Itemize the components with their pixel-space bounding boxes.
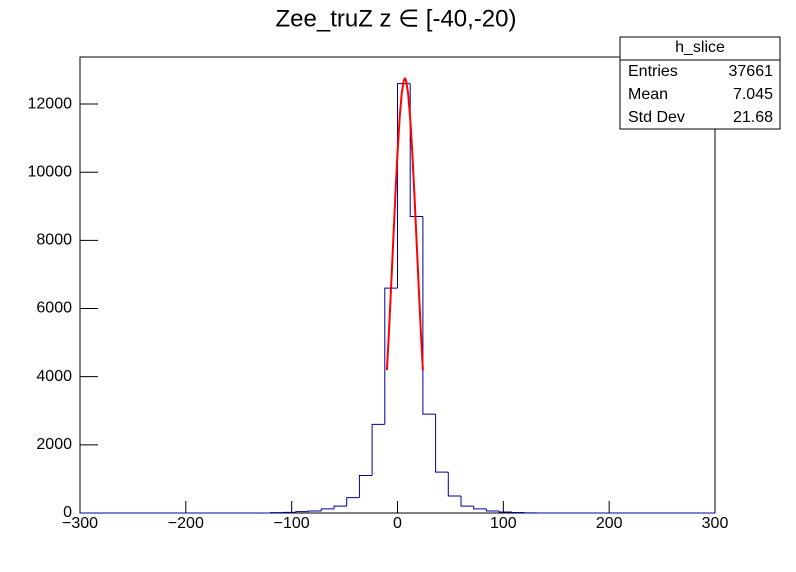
y-tick-label: 0 xyxy=(63,504,72,521)
histogram-bin xyxy=(333,505,347,509)
histogram-bin xyxy=(320,508,334,511)
stats-title: h_slice xyxy=(675,39,725,56)
histogram-bin xyxy=(498,510,512,513)
histogram-bin xyxy=(511,511,525,513)
x-tick-label: 100 xyxy=(490,515,517,532)
fit-curve xyxy=(385,76,424,371)
histogram-bin xyxy=(473,506,487,510)
y-tick-label: 10000 xyxy=(28,163,73,180)
chart-title: Zee_truZ z ∈ [-40,-20) xyxy=(276,5,517,32)
x-tick-label: 300 xyxy=(702,515,729,532)
stats-value: 7.045 xyxy=(733,86,773,103)
stats-label: Entries xyxy=(628,63,678,80)
histogram-bin xyxy=(422,216,436,415)
histogram-bin xyxy=(358,475,373,498)
stats-value: 21.68 xyxy=(733,109,773,126)
y-tick-label: 6000 xyxy=(36,300,72,317)
stats-value: 37661 xyxy=(729,63,774,80)
stats-label: Mean xyxy=(628,86,668,103)
histogram-bin xyxy=(384,287,398,425)
y-tick-label: 2000 xyxy=(36,436,72,453)
histogram-bin xyxy=(485,508,500,512)
histogram-bin xyxy=(460,495,474,507)
histogram-bin xyxy=(435,414,449,473)
histogram-bin xyxy=(295,511,309,513)
y-tick-label: 8000 xyxy=(36,232,72,249)
x-tick-label: −100 xyxy=(274,515,310,532)
x-tick-label: 200 xyxy=(596,515,623,532)
histogram-bin xyxy=(371,423,385,476)
x-tick-label: 0 xyxy=(393,515,402,532)
stats-label: Std Dev xyxy=(628,109,685,126)
histogram-bin xyxy=(346,497,360,507)
y-tick-label: 12000 xyxy=(28,95,73,112)
y-tick-label: 4000 xyxy=(36,368,72,385)
histogram-bin xyxy=(447,472,461,497)
histogram-bin xyxy=(308,510,322,512)
stats-box xyxy=(619,36,781,130)
x-tick-label: −300 xyxy=(62,515,98,532)
x-tick-label: −200 xyxy=(168,515,204,532)
